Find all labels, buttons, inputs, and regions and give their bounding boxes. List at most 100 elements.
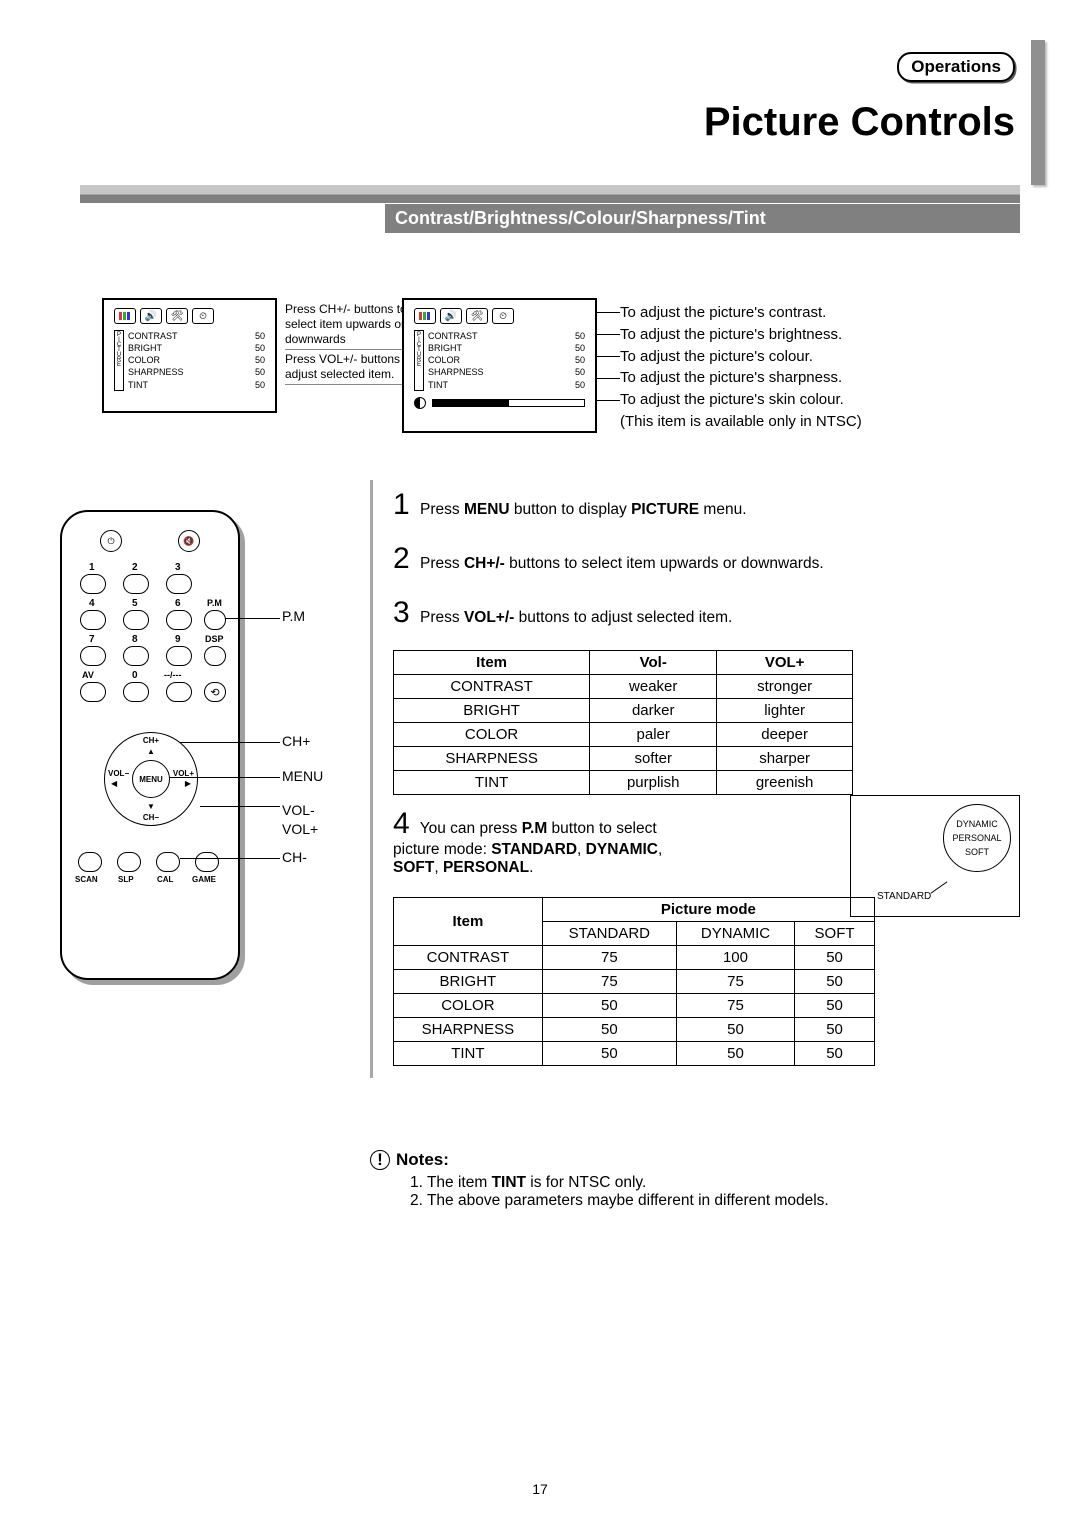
osd-row-label: COLOR: [128, 354, 196, 366]
table-subheader: DYNAMIC: [676, 922, 794, 946]
table-header: Item: [394, 651, 590, 675]
osd-row-label: COLOR: [428, 354, 496, 366]
steps-section: 1 Press MENU button to display PICTURE m…: [370, 480, 1020, 1078]
note-item: 2. The above parameters maybe different …: [410, 1192, 1020, 1210]
remote-ext-label: P.M: [282, 608, 305, 624]
step-text-bold: P.M: [522, 820, 548, 837]
step-3: 3 Press VOL+/- buttons to adjust selecte…: [393, 596, 1020, 630]
clock-icon: ⏲: [192, 308, 214, 324]
table-subheader: SOFT: [795, 922, 875, 946]
title-rule: [80, 185, 1020, 203]
leader-line: [595, 378, 620, 379]
table-row: TINTpurplishgreenish: [394, 771, 853, 795]
dpad-left-label: VOL−: [108, 769, 129, 778]
table-row: SHARPNESS505050: [394, 1018, 875, 1042]
game-button: [195, 852, 219, 872]
step-text: ,: [658, 841, 662, 858]
table-subheader: STANDARD: [542, 922, 676, 946]
leader-line: [225, 618, 280, 619]
step-2: 2 Press CH+/- buttons to select item upw…: [393, 542, 1020, 576]
step-text: ,: [577, 841, 586, 858]
osd-vertical-label: PICTURE: [414, 330, 424, 391]
picture-mode-table: Item Picture mode STANDARD DYNAMIC SOFT …: [393, 897, 875, 1066]
step-text-bold: DYNAMIC: [586, 841, 658, 858]
leader-line: [180, 858, 280, 859]
leader-line: [595, 400, 620, 401]
keypad-label: 0: [132, 670, 138, 681]
osd-row-value: 50: [255, 354, 265, 366]
osd2-callouts: To adjust the picture's contrast. To adj…: [620, 302, 862, 433]
step-text-bold: STANDARD: [491, 841, 577, 858]
step-text: .: [529, 859, 533, 876]
osd-screen-right: 🔊 🛠 ⏲ PICTURE CONTRAST50 BRIGHT50 COLOR5…: [402, 298, 597, 433]
keypad-label: --/---: [164, 670, 182, 680]
keypad-button: [80, 610, 106, 630]
callout-text: To adjust the picture's skin colour.: [620, 389, 862, 411]
keypad-label: P.M: [207, 598, 222, 608]
notes-heading: ! Notes:: [370, 1150, 1020, 1170]
operations-badge: Operations: [897, 52, 1015, 82]
step-text: Press: [420, 501, 464, 518]
step-1: 1 Press MENU button to display PICTURE m…: [393, 488, 1020, 522]
remote-control-diagram: ⏻ 🔇 1 2 3 4 5 6 P.M 7 8 9 DSP AV: [60, 510, 255, 990]
section-tab-bar: [1031, 40, 1045, 185]
page-number: 17: [0, 1481, 1080, 1497]
leader-line: [595, 356, 620, 357]
table-header: Vol-: [590, 651, 717, 675]
remote-ext-label: VOL+: [282, 821, 318, 837]
table-header: VOL+: [717, 651, 853, 675]
callout-text: (This item is available only in NTSC): [620, 411, 862, 433]
bottom-label: SLP: [118, 875, 134, 884]
alert-icon: !: [370, 1150, 390, 1170]
remote-ext-label: CH-: [282, 849, 307, 865]
adjustment-table: Item Vol- VOL+ CONTRASTweakerstronger BR…: [393, 650, 853, 795]
dpad-down-label: CH−: [105, 813, 197, 822]
callout-text: To adjust the picture's colour.: [620, 346, 862, 368]
keypad-button: [80, 646, 106, 666]
leader-line: [200, 806, 280, 807]
step-text: button to display: [510, 501, 632, 518]
osd-iconbar: 🔊 🛠 ⏲: [114, 308, 265, 324]
osd-rows: CONTRAST50 BRIGHT50 COLOR50 SHARPNESS50 …: [428, 330, 585, 391]
bars-icon: [414, 308, 436, 324]
step-text: buttons to adjust selected item.: [514, 609, 732, 626]
clock-icon: ⏲: [492, 308, 514, 324]
keypad-label: 5: [132, 598, 138, 609]
osd-vertical-label: PICTURE: [114, 330, 124, 391]
page-title: Picture Controls: [704, 100, 1015, 145]
keypad-label: 4: [89, 598, 95, 609]
osd-row-value: 50: [575, 366, 585, 378]
subtitle-bar: Contrast/Brightness/Colour/Sharpness/Tin…: [385, 204, 1020, 233]
step-number: 2: [393, 542, 410, 575]
step-text-bold: SOFT: [393, 859, 434, 876]
scan-button: [78, 852, 102, 872]
table-header: Picture mode: [542, 898, 874, 922]
mute-icon: 🔇: [178, 530, 200, 552]
step-text: buttons to select item upwards or downwa…: [505, 555, 824, 572]
osd-row-label: SHARPNESS: [428, 366, 496, 378]
notes-heading-text: Notes:: [396, 1150, 449, 1170]
keypad-button: [166, 574, 192, 594]
step-text-bold: MENU: [464, 501, 510, 518]
menu-button: MENU: [132, 760, 170, 798]
osd-slider: [414, 397, 585, 409]
table-row: TINT505050: [394, 1042, 875, 1066]
keypad-button: [80, 574, 106, 594]
osd-row-label: SHARPNESS: [128, 366, 196, 378]
bottom-label: GAME: [192, 875, 216, 884]
note-item: 1. The item TINT is for NTSC only.: [410, 1174, 1020, 1192]
step-text: Press: [420, 555, 464, 572]
keypad-button: [166, 646, 192, 666]
remote-ext-label: MENU: [282, 768, 323, 784]
step-text: ,: [434, 859, 443, 876]
contrast-icon: [414, 397, 426, 409]
osd-row-label: CONTRAST: [128, 330, 196, 342]
step-text-bold: CH+/-: [464, 555, 505, 572]
step-number: 1: [393, 488, 410, 521]
osd-row-label: CONTRAST: [428, 330, 496, 342]
pm-mode-label: PERSONAL: [944, 833, 1010, 843]
keypad-button: [123, 682, 149, 702]
osd-row-label: BRIGHT: [428, 342, 496, 354]
pm-button: [204, 610, 226, 630]
pm-mode-label: SOFT: [944, 847, 1010, 857]
